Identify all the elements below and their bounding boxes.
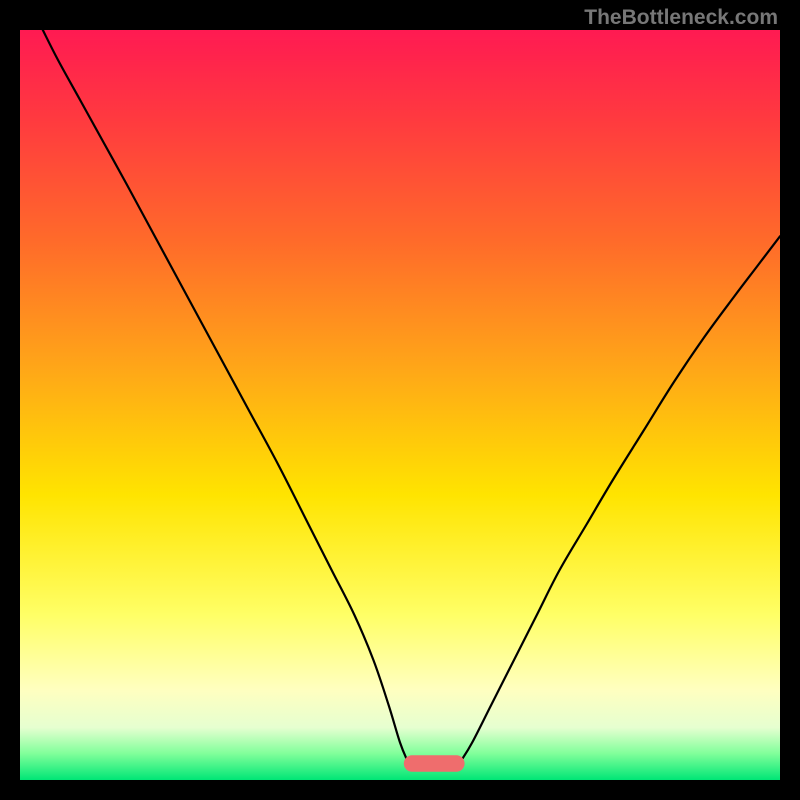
- chart-container: TheBottleneck.com: [0, 0, 800, 800]
- chart-background: [20, 30, 780, 780]
- plot-area: [20, 30, 780, 780]
- watermark-text: TheBottleneck.com: [584, 6, 778, 30]
- optimal-marker: [404, 755, 465, 772]
- chart-svg: [20, 30, 780, 780]
